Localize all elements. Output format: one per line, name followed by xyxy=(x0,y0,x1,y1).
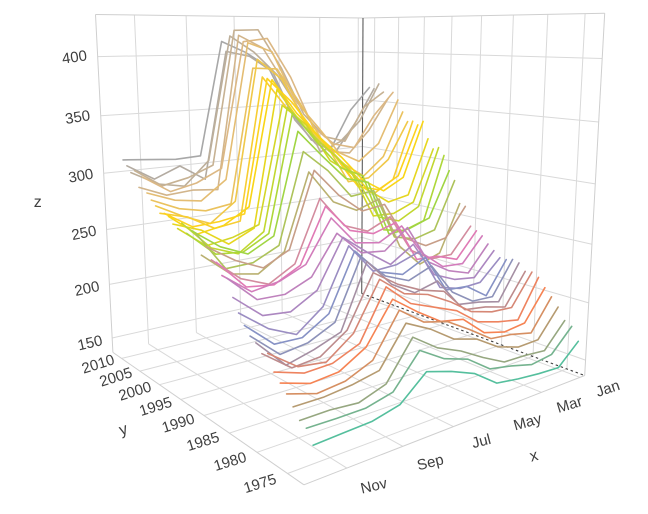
svg-text:300: 300 xyxy=(67,166,95,187)
svg-text:Mar: Mar xyxy=(555,393,585,417)
svg-text:200: 200 xyxy=(73,278,101,300)
svg-text:Nov: Nov xyxy=(359,475,389,498)
svg-text:250: 250 xyxy=(70,223,98,244)
svg-text:400: 400 xyxy=(61,47,88,67)
svg-text:Sep: Sep xyxy=(415,451,445,474)
svg-text:Jul: Jul xyxy=(470,431,493,452)
svg-text:z: z xyxy=(34,194,42,211)
svg-text:150: 150 xyxy=(76,332,104,354)
svg-text:350: 350 xyxy=(64,107,91,128)
svg-text:Jan: Jan xyxy=(594,377,622,401)
